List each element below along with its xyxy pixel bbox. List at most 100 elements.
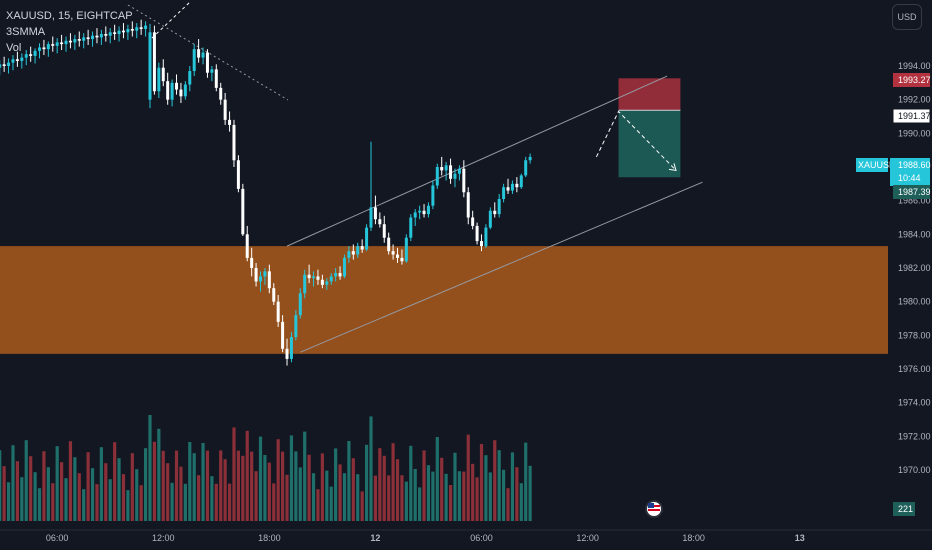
candle-body	[351, 251, 355, 255]
volume-bar	[29, 456, 33, 521]
candle-body	[223, 99, 227, 120]
flag-icon[interactable]	[645, 500, 663, 518]
demand-zone-rect[interactable]	[0, 246, 888, 354]
candle-body	[144, 25, 148, 29]
volume-bar	[466, 434, 470, 521]
candle-body	[2, 64, 6, 66]
price-tick-label: 1990.00	[898, 128, 931, 138]
volume-bar	[188, 442, 192, 521]
volume-bar	[400, 475, 404, 521]
stop-loss-zone[interactable]	[618, 78, 681, 111]
candle-body	[312, 276, 316, 279]
candle-body	[82, 37, 86, 41]
symbol-title[interactable]: XAUUSD, 15, EIGHTCAP	[6, 10, 133, 22]
price-axis-bg	[888, 0, 932, 530]
volume-bar	[360, 491, 364, 521]
price-tick-label: 1994.00	[898, 61, 931, 71]
chart-legend: XAUUSD, 15, EIGHTCAP 3SMMA Vol	[6, 8, 133, 56]
volume-bar	[108, 479, 112, 521]
volume-bar	[64, 478, 68, 521]
price-tick-label: 1986.00	[898, 196, 931, 206]
volume-bar	[95, 484, 99, 521]
channel-lower-line[interactable]	[300, 181, 703, 353]
candle-body	[250, 257, 254, 268]
candle-body	[396, 254, 400, 258]
indicator-label[interactable]: 3SMMA	[6, 26, 46, 38]
volume-bar	[493, 440, 497, 521]
candle-body	[55, 42, 59, 46]
candle-body	[175, 82, 179, 90]
candle-body	[15, 59, 19, 61]
volume-bar	[431, 471, 435, 521]
candle-body	[502, 187, 506, 199]
candle-body	[303, 274, 307, 294]
price-tick-label: 1976.00	[898, 364, 931, 374]
volume-bar	[422, 450, 426, 521]
price-tick-label: 1982.00	[898, 263, 931, 273]
candle-body	[409, 217, 413, 238]
candle-body	[219, 87, 223, 100]
volume-bar	[82, 489, 86, 521]
volume-bar	[440, 457, 444, 521]
volume-bar	[126, 490, 130, 521]
candle-body	[245, 234, 249, 258]
volume-bar	[342, 473, 347, 521]
candle-body	[276, 301, 280, 322]
volume-label[interactable]: Vol	[6, 42, 22, 54]
candle-body	[488, 210, 492, 228]
short-position-tool[interactable]	[618, 78, 681, 178]
volume-tag-text: 221	[898, 504, 913, 514]
target-price-text: 1987.39	[898, 187, 931, 197]
candle-body	[197, 49, 201, 58]
currency-button[interactable]: USD	[892, 4, 922, 30]
candle-body	[466, 192, 470, 218]
volume-tag	[893, 502, 915, 516]
volume-bar	[329, 486, 333, 521]
volume-bar	[117, 458, 121, 521]
price-tags: 1993.27 1991.37 XAUUSD 1988.60 10:44 1987.39 2…	[856, 73, 931, 516]
candle-body	[360, 246, 364, 250]
channel-lines[interactable]	[127, 1, 703, 353]
volume-bar	[488, 472, 492, 521]
candle-body	[29, 54, 33, 56]
volume-bar	[179, 466, 183, 521]
channel-upper-line[interactable]	[286, 75, 668, 247]
candle-body	[342, 257, 346, 277]
volume-bar	[444, 473, 448, 521]
time-tick-label: 06:00	[46, 533, 69, 543]
candle-body	[422, 210, 426, 215]
candle-body	[325, 281, 329, 285]
volume-bar	[170, 482, 174, 521]
volume-bar	[373, 475, 378, 521]
volume-bar	[409, 445, 413, 521]
projection-path[interactable]	[595, 110, 677, 171]
volume-bar	[285, 474, 289, 521]
trendline-dashed[interactable]	[151, 1, 191, 39]
candle-body	[228, 119, 232, 125]
volume-bar	[528, 465, 532, 521]
volume-bar	[148, 415, 152, 521]
volume-bar	[506, 488, 510, 521]
volume-bar	[356, 474, 360, 521]
candle-body	[462, 168, 466, 193]
volume-bar	[502, 469, 506, 521]
candle-body	[338, 273, 342, 277]
volume-bar	[347, 441, 351, 521]
candle-body	[60, 42, 64, 45]
volume-bar	[479, 444, 484, 521]
trendline-dotted[interactable]	[127, 4, 289, 101]
price-axis[interactable]: 1994.001992.001990.001988.001986.001984.…	[888, 0, 932, 530]
candle-body	[161, 67, 165, 82]
time-axis[interactable]: 06:00 12:00 18:00 12 06:00 12:00 18:00 13	[0, 529, 932, 543]
candle-body	[387, 237, 391, 252]
volume-bar	[161, 450, 165, 521]
volume-bar	[90, 468, 95, 521]
candle-body	[440, 167, 444, 171]
candle-body	[108, 32, 112, 36]
candle-body	[347, 251, 351, 258]
volume-bar	[37, 488, 42, 521]
candle-body	[400, 257, 404, 262]
candle-body	[214, 69, 218, 88]
candle-body	[259, 276, 262, 282]
